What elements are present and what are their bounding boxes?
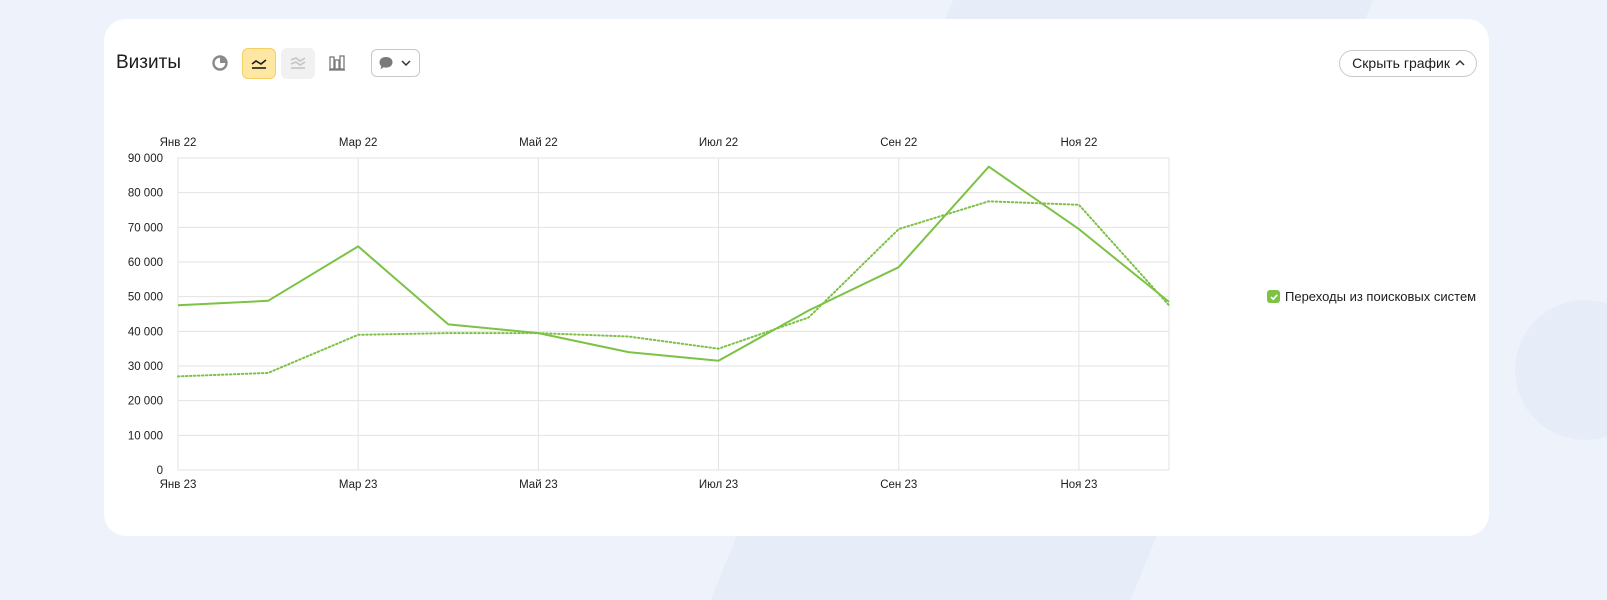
chevron-up-icon <box>1455 59 1465 66</box>
x-bottom-tick-label: Май 23 <box>519 479 558 491</box>
y-tick-label: 30 000 <box>128 361 163 373</box>
legend-label: Переходы из поисковых систем <box>1285 289 1477 304</box>
plot-frame <box>177 157 1170 471</box>
y-tick-label: 40 000 <box>128 326 163 338</box>
x-bottom-tick-label: Мар 23 <box>339 479 378 491</box>
hide-chart-label: Скрыть график <box>1352 55 1450 71</box>
annotations-dropdown[interactable] <box>370 49 420 77</box>
x-bottom-tick-label: Янв 23 <box>160 479 197 491</box>
series-line-2022-dotted <box>177 200 1170 378</box>
y-tick-label: 90 000 <box>128 153 163 165</box>
area-chart-button[interactable] <box>280 47 315 79</box>
series-line-2023 <box>177 165 1170 362</box>
visits-line-chart: 0 10 000 20 000 30 000 40 000 50 000 60 000 70 … <box>128 137 1170 491</box>
background-circle <box>1515 300 1607 440</box>
x-bottom-tick-label: Июл 23 <box>699 479 738 491</box>
pie-chart-button[interactable] <box>203 48 237 79</box>
x-top-tick-label: Май 22 <box>519 137 558 149</box>
y-tick-label: 20 000 <box>128 396 163 408</box>
y-tick-label: 60 000 <box>128 257 163 269</box>
x-bottom-tick-label: Ноя 23 <box>1060 479 1097 491</box>
line-chart-icon <box>251 59 267 69</box>
visits-card: Визиты <box>104 19 1489 536</box>
hide-chart-button[interactable]: Скрыть график <box>1339 49 1477 77</box>
bar-chart-icon <box>328 55 345 71</box>
x-top-tick-label: Янв 22 <box>160 137 197 149</box>
y-tick-label: 0 <box>157 465 163 477</box>
legend-item[interactable]: Переходы из поисковых систем <box>1267 289 1476 304</box>
x-bottom-tick-label: Сен 23 <box>880 479 917 491</box>
comment-icon <box>379 57 393 70</box>
x-top-tick-label: Сен 22 <box>880 137 917 149</box>
line-chart-button[interactable] <box>241 47 276 79</box>
y-tick-label: 70 000 <box>128 222 163 234</box>
chevron-down-icon <box>401 60 412 67</box>
y-tick-label: 50 000 <box>128 292 163 304</box>
area-chart-icon <box>290 57 306 69</box>
x-top-tick-label: Ноя 22 <box>1060 137 1097 149</box>
chart-header: Визиты <box>116 45 1477 81</box>
y-tick-label: 80 000 <box>128 188 163 200</box>
bar-chart-button[interactable] <box>320 48 354 79</box>
pie-chart-icon <box>212 55 228 71</box>
x-top-tick-label: Июл 22 <box>699 137 738 149</box>
y-tick-label: 10 000 <box>128 430 163 442</box>
x-top-tick-label: Мар 22 <box>339 137 378 149</box>
chart-title: Визиты <box>116 52 181 73</box>
checkbox-checked-icon[interactable] <box>1267 290 1280 303</box>
